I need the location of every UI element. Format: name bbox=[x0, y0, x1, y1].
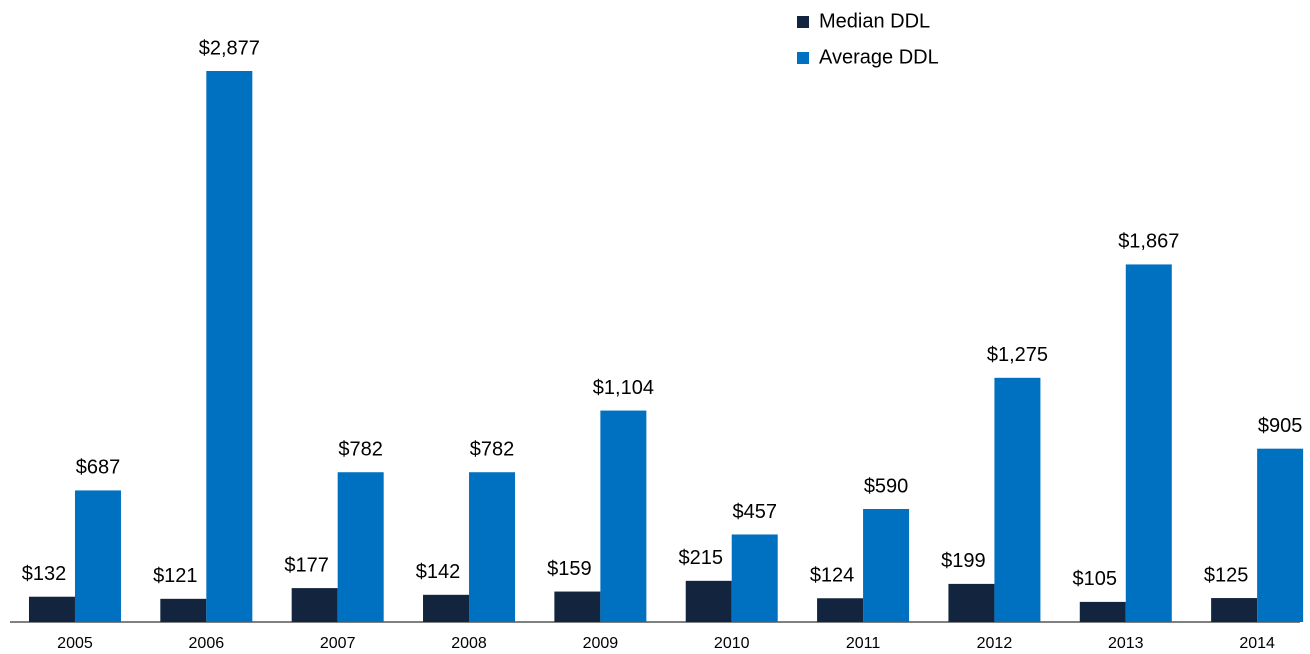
legend-label: Median DDL bbox=[819, 10, 930, 32]
x-tick-label: 2010 bbox=[714, 635, 750, 652]
bar bbox=[948, 583, 995, 622]
bar bbox=[1125, 264, 1172, 622]
legend-label: Average DDL bbox=[819, 46, 939, 68]
data-label: $124 bbox=[810, 565, 855, 587]
data-label: $125 bbox=[1204, 564, 1249, 586]
x-tick-label: 2008 bbox=[451, 635, 487, 652]
data-label: $199 bbox=[941, 550, 986, 572]
bar bbox=[160, 598, 207, 622]
data-label: $590 bbox=[864, 475, 909, 497]
bar bbox=[554, 591, 601, 622]
data-label: $105 bbox=[1073, 568, 1118, 590]
data-label: $1,275 bbox=[987, 344, 1048, 366]
bar bbox=[337, 472, 384, 622]
bar bbox=[685, 580, 732, 622]
bar bbox=[469, 472, 516, 622]
x-tick-label: 2014 bbox=[1239, 635, 1275, 652]
data-label: $142 bbox=[416, 561, 461, 583]
data-label: $121 bbox=[153, 565, 198, 587]
x-tick-label: 2012 bbox=[977, 635, 1013, 652]
data-label: $177 bbox=[284, 554, 329, 576]
bar bbox=[1257, 448, 1304, 622]
data-label: $1,867 bbox=[1118, 231, 1179, 253]
x-tick-label: 2007 bbox=[320, 635, 356, 652]
legend-swatch bbox=[797, 52, 809, 64]
data-label: $905 bbox=[1258, 415, 1303, 437]
data-label: $2,877 bbox=[199, 37, 260, 59]
bar bbox=[1211, 598, 1258, 622]
data-label: $782 bbox=[470, 439, 515, 461]
x-tick-label: 2006 bbox=[189, 635, 225, 652]
data-label: $782 bbox=[338, 439, 383, 461]
legend-swatch bbox=[797, 16, 809, 28]
x-tick-label: 2009 bbox=[583, 635, 619, 652]
data-label: $1,104 bbox=[593, 377, 654, 399]
data-label: $687 bbox=[76, 457, 121, 479]
x-tick-label: 2011 bbox=[846, 635, 881, 652]
bar bbox=[74, 490, 121, 622]
bar bbox=[863, 509, 910, 622]
bar bbox=[423, 594, 470, 622]
bar bbox=[600, 410, 647, 622]
bar bbox=[1079, 601, 1126, 622]
data-label: $132 bbox=[22, 563, 67, 585]
bar bbox=[731, 534, 778, 622]
bar bbox=[994, 377, 1041, 622]
x-tick-label: 2013 bbox=[1108, 635, 1144, 652]
x-tick-label: 2005 bbox=[57, 635, 93, 652]
bar bbox=[206, 71, 253, 622]
bar bbox=[817, 598, 864, 622]
bar bbox=[291, 588, 338, 622]
data-label: $457 bbox=[732, 501, 777, 523]
bar bbox=[28, 596, 75, 622]
data-label: $159 bbox=[547, 558, 592, 580]
data-label: $215 bbox=[678, 547, 723, 569]
